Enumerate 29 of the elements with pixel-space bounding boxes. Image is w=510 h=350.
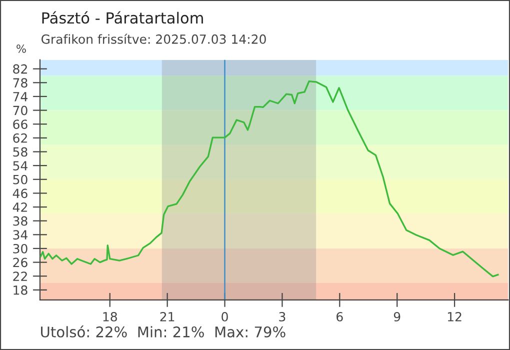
x-tick-label: 9 — [394, 312, 400, 322]
y-axis-title: % — [16, 44, 26, 53]
text: Utolsó: 22% Min: 21% Max: 79% — [41, 326, 286, 338]
y-tick-label: 54 — [13, 161, 28, 170]
y-tick-label: 22 — [13, 272, 27, 281]
y-tick-label: 18 — [14, 285, 28, 295]
y-tick-label: 42 — [12, 202, 27, 212]
x-tick-label: 3 — [279, 312, 286, 322]
y-tick-label: 82 — [13, 64, 27, 74]
y-tick-label: 30 — [13, 244, 28, 254]
y-tick-label: 74 — [13, 92, 28, 102]
y-tick-label: 50 — [13, 174, 28, 184]
y-tick-label: 66 — [13, 120, 28, 130]
chart-title: Pásztó - Páratartalom — [42, 11, 203, 24]
y-tick-label: 46 — [12, 188, 28, 198]
x-tick-label: 21 — [160, 312, 174, 322]
y-tick-label: 58 — [13, 147, 28, 157]
x-tick-label: 0 — [222, 312, 228, 322]
x-tick-label: 6 — [336, 312, 343, 322]
chart-subtitle: Grafikon frissítve: 2025.07.03 14:20 — [42, 34, 266, 44]
x-tick-label: 12 — [448, 312, 462, 322]
y-tick-label: 38 — [13, 216, 28, 226]
y-tick-label: 78 — [13, 78, 28, 88]
y-tick-label: 70 — [13, 106, 28, 116]
y-tick-label: 62 — [13, 133, 27, 143]
line-series — [40, 80, 499, 278]
x-tick-label: 18 — [103, 312, 117, 322]
y-tick-label: 34 — [13, 230, 28, 240]
y-tick-label: 26 — [13, 258, 28, 268]
